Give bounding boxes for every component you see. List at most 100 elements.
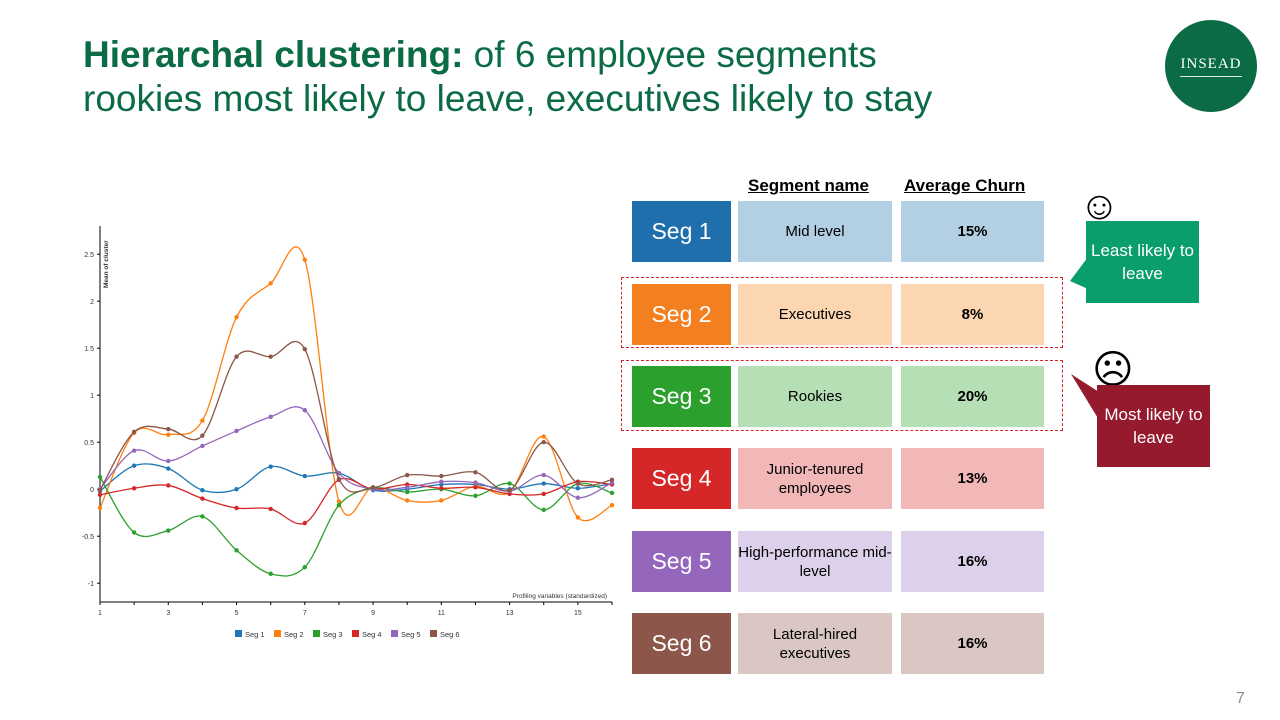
x-tick-label: 13	[506, 610, 514, 617]
y-axis-label: Mean of cluster	[103, 240, 110, 288]
y-tick-label: 2.5	[84, 252, 94, 259]
data-point	[405, 498, 410, 503]
slide-title: Hierarchal clustering: of 6 employee seg…	[83, 33, 932, 121]
data-point	[541, 481, 546, 486]
data-point	[439, 486, 444, 491]
data-point	[268, 506, 273, 512]
data-point	[507, 481, 512, 486]
segment-churn: 16%	[901, 613, 1044, 674]
legend-swatch	[274, 630, 281, 637]
x-tick-label: 15	[574, 610, 582, 617]
data-point	[541, 491, 546, 497]
data-point	[541, 507, 546, 513]
y-tick-label: 2	[90, 299, 94, 306]
data-point	[234, 314, 239, 320]
data-point	[336, 502, 342, 508]
data-point	[268, 414, 273, 420]
data-point	[234, 505, 239, 511]
callout-most-likely: Most likely to leave	[1097, 385, 1210, 467]
data-point	[131, 486, 137, 491]
data-point	[439, 473, 444, 479]
segment-name: Executives	[738, 284, 892, 345]
segment-churn: 16%	[901, 531, 1044, 592]
data-point	[166, 432, 171, 437]
segment-name: Mid level	[738, 201, 892, 262]
x-tick-label: 9	[371, 610, 375, 617]
segment-churn: 20%	[901, 366, 1044, 427]
legend-swatch	[235, 630, 242, 637]
x-tick-label: 1	[98, 610, 102, 617]
data-point	[131, 429, 137, 435]
segment-label: Seg 5	[632, 531, 731, 592]
data-point	[336, 476, 342, 482]
callout-least-text: Least likely to leave	[1091, 241, 1194, 283]
y-tick-label: 0	[90, 487, 94, 494]
data-point	[97, 492, 103, 498]
data-point	[609, 502, 615, 508]
data-point	[302, 257, 307, 263]
data-point	[541, 434, 546, 439]
data-point	[575, 495, 581, 500]
data-point	[336, 471, 342, 476]
legend-swatch	[313, 630, 320, 637]
data-point	[575, 481, 581, 486]
data-point	[439, 498, 444, 503]
data-point	[131, 448, 137, 453]
callout-most-text: Most likely to leave	[1104, 405, 1203, 447]
data-point	[405, 485, 410, 490]
data-point	[268, 281, 273, 286]
title-line-1: Hierarchal clustering: of 6 employee seg…	[83, 33, 932, 77]
legend-label: Seg 5	[401, 630, 421, 639]
data-point	[200, 418, 205, 423]
data-point	[97, 474, 103, 480]
data-point	[234, 428, 239, 434]
data-point	[200, 496, 205, 501]
y-tick-label: 0.5	[84, 440, 94, 447]
legend-label: Seg 1	[245, 630, 265, 639]
data-point	[268, 354, 273, 359]
data-point	[405, 472, 410, 478]
highlight-box-seg-3	[621, 360, 1063, 431]
x-tick-label: 7	[303, 610, 307, 617]
highlight-box-seg-2	[621, 277, 1063, 348]
logo-text: INSEAD	[1180, 55, 1242, 72]
smiley-face-icon: ☺	[1079, 184, 1120, 228]
data-point	[268, 464, 273, 469]
segment-churn: 15%	[901, 201, 1044, 262]
data-point	[166, 426, 171, 432]
y-tick-label: 1.5	[84, 346, 94, 353]
segment-churn: 13%	[901, 448, 1044, 509]
frowning-face-icon: ☹	[1092, 348, 1134, 392]
data-point	[609, 490, 615, 496]
segment-name: High-performance mid-level	[738, 531, 892, 592]
data-point	[541, 440, 546, 445]
data-point	[302, 565, 307, 570]
title-bold: Hierarchal clustering:	[83, 34, 464, 75]
series-line	[99, 340, 613, 493]
y-tick-label: 1	[90, 393, 94, 400]
data-point	[131, 463, 137, 468]
legend-swatch	[391, 630, 398, 637]
data-point	[473, 493, 478, 498]
callout-pointer-least	[1070, 257, 1088, 289]
segment-label: Seg 1	[632, 201, 731, 262]
y-tick-label: -0.5	[82, 534, 94, 541]
segment-label: Seg 4	[632, 448, 731, 509]
data-point	[97, 505, 103, 511]
data-point	[575, 515, 581, 520]
data-point	[507, 487, 512, 493]
data-point	[302, 473, 307, 479]
data-point	[234, 354, 239, 359]
page-number: 7	[1236, 690, 1245, 707]
y-tick-label: -1	[88, 581, 94, 588]
data-point	[609, 477, 615, 482]
data-point	[405, 489, 410, 495]
data-point	[200, 433, 205, 438]
logo-rule	[1180, 75, 1242, 77]
data-point	[166, 528, 171, 533]
segment-name: Junior-tenured employees	[738, 448, 892, 509]
segment-label: Seg 3	[632, 366, 731, 427]
data-point	[370, 485, 376, 490]
data-point	[473, 480, 478, 485]
